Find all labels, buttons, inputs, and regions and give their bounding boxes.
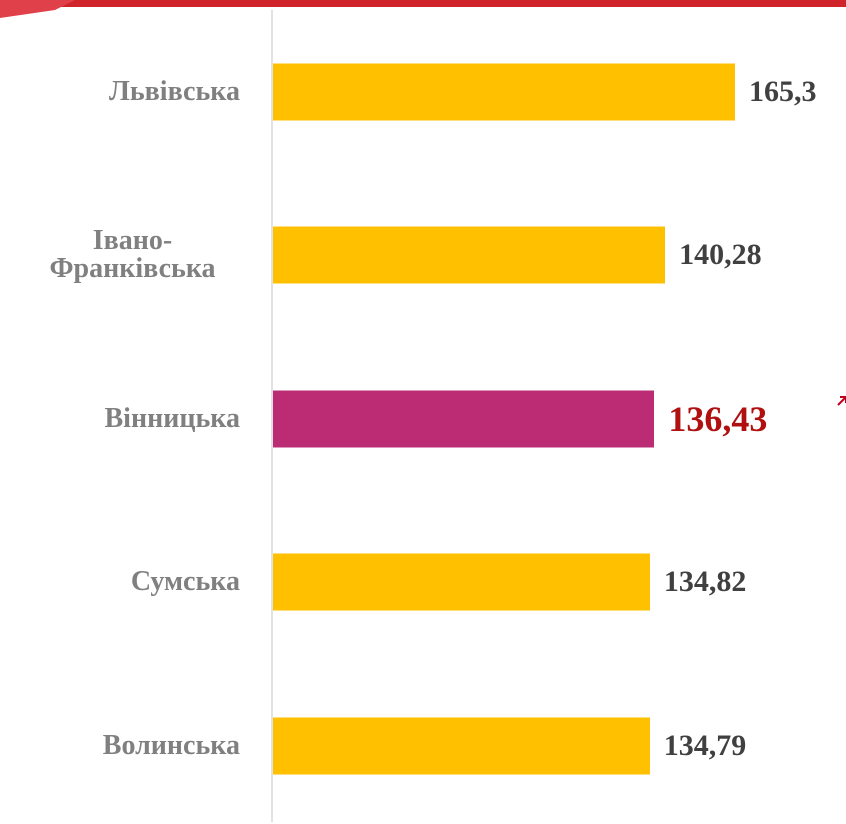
value-label: 134,82 [663,565,747,599]
category-text: Сумська [130,566,240,598]
value-label: 165,3 [749,74,817,108]
category-text: Волинська [102,729,240,761]
arrow [837,396,846,406]
value-label: 134,79 [663,728,747,762]
bar [273,226,666,284]
corner-shape [0,0,75,18]
category-label: Львівська [109,75,240,107]
category-label: Волинська [102,729,240,761]
category-label: Вінницька [104,402,240,434]
value-label: 136,43 [668,398,768,439]
category-label: Івано-Франківська [25,227,240,283]
bar [273,553,650,611]
bar [273,717,650,775]
category-text: Львівська [109,75,240,107]
top-band [0,0,846,7]
category-text: Івано-Франківська [49,225,216,285]
bar [273,63,735,120]
value-label: 140,28 [679,238,762,272]
category-label: Сумська [131,568,240,596]
category-text: Вінницька [104,402,240,434]
bar [273,390,655,448]
